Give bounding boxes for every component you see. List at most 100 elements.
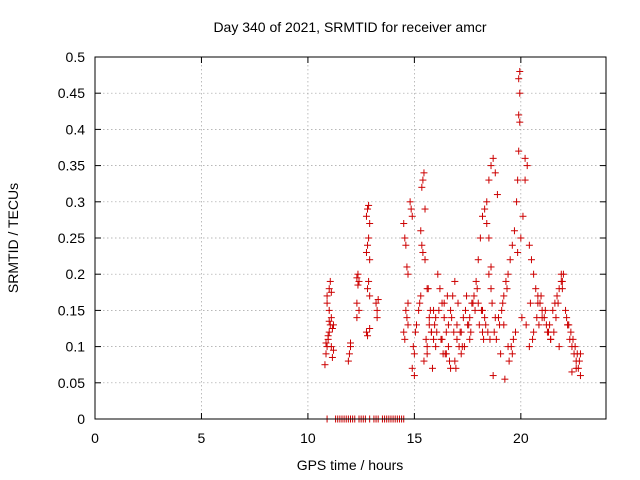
chart-title: Day 340 of 2021, SRMTID for receiver amc… [213, 19, 486, 35]
data-point [567, 328, 575, 336]
data-point [419, 248, 427, 256]
data-point [483, 220, 491, 228]
data-point [512, 328, 520, 336]
y-tick-label: 0.25 [58, 230, 85, 246]
data-point [424, 285, 432, 293]
data-point [403, 314, 411, 322]
data-point [505, 357, 513, 365]
data-point [374, 296, 382, 304]
data-point [532, 285, 540, 293]
x-tick-label: 20 [513, 430, 529, 446]
data-point [475, 321, 483, 329]
data-point [565, 321, 573, 329]
data-point [408, 364, 416, 372]
data-point [534, 299, 542, 307]
data-point [467, 328, 475, 336]
data-point [461, 306, 469, 314]
data-point [401, 234, 409, 242]
data-point [527, 256, 535, 264]
data-point [446, 357, 454, 365]
data-point [433, 328, 441, 336]
y-tick-label: 0 [77, 411, 85, 427]
data-point [466, 335, 474, 343]
data-point [415, 306, 423, 314]
data-point [437, 335, 445, 343]
data-point [401, 335, 409, 343]
data-point [322, 350, 330, 358]
data-point [508, 350, 516, 358]
data-point [434, 270, 442, 278]
x-tick-label: 5 [198, 430, 206, 446]
data-point [489, 372, 497, 380]
y-tick-label: 0.45 [58, 85, 85, 101]
data-point [406, 198, 414, 206]
data-point [500, 292, 508, 300]
data-point [329, 321, 337, 329]
data-point [535, 321, 543, 329]
data-point [515, 147, 523, 155]
data-point [353, 274, 361, 282]
data-point [558, 285, 566, 293]
x-tick-label: 0 [91, 430, 99, 446]
data-point [444, 321, 452, 329]
data-point [525, 343, 533, 351]
data-point [404, 270, 412, 278]
data-point [453, 321, 461, 329]
data-points [321, 67, 584, 423]
data-point [425, 314, 433, 322]
data-point [435, 306, 443, 314]
data-point [328, 325, 336, 332]
data-point [503, 285, 511, 293]
data-point [450, 328, 458, 336]
data-point [451, 277, 459, 285]
data-point [575, 357, 583, 365]
data-point [519, 212, 527, 220]
data-point [326, 277, 334, 285]
data-point [506, 256, 514, 264]
data-point [504, 270, 512, 278]
data-point [324, 332, 332, 340]
data-point [364, 285, 372, 293]
data-point [552, 314, 560, 322]
data-point [458, 343, 466, 351]
data-point [523, 162, 531, 170]
data-point [485, 270, 493, 278]
data-point [362, 248, 370, 256]
data-point [428, 364, 436, 372]
data-point [516, 67, 524, 75]
data-point [418, 183, 426, 191]
data-point [526, 299, 534, 307]
y-axis-label: SRMTID / TECUs [5, 183, 21, 293]
data-point [507, 343, 515, 351]
data-point [530, 270, 538, 278]
data-point [329, 346, 337, 354]
data-point [550, 328, 558, 336]
data-point [409, 343, 417, 351]
data-point [488, 299, 496, 307]
data-point [325, 285, 333, 293]
data-point [400, 328, 408, 336]
data-point [483, 198, 491, 206]
data-point [420, 169, 428, 177]
data-point [354, 270, 362, 278]
data-point [404, 299, 412, 307]
data-point [508, 241, 516, 249]
data-point [362, 328, 370, 336]
data-point [555, 343, 563, 351]
data-point [576, 372, 584, 380]
data-point [443, 292, 451, 300]
data-point [491, 169, 499, 177]
data-point [497, 350, 505, 358]
data-point [365, 277, 373, 285]
data-point [373, 306, 381, 314]
data-point [517, 234, 525, 242]
data-point [431, 321, 439, 329]
data-point [473, 285, 481, 293]
data-point [322, 339, 330, 347]
data-point [353, 314, 361, 322]
data-point [469, 299, 477, 307]
data-point [373, 314, 381, 322]
data-point [355, 277, 363, 285]
data-point [365, 234, 373, 242]
data-point [366, 292, 374, 300]
